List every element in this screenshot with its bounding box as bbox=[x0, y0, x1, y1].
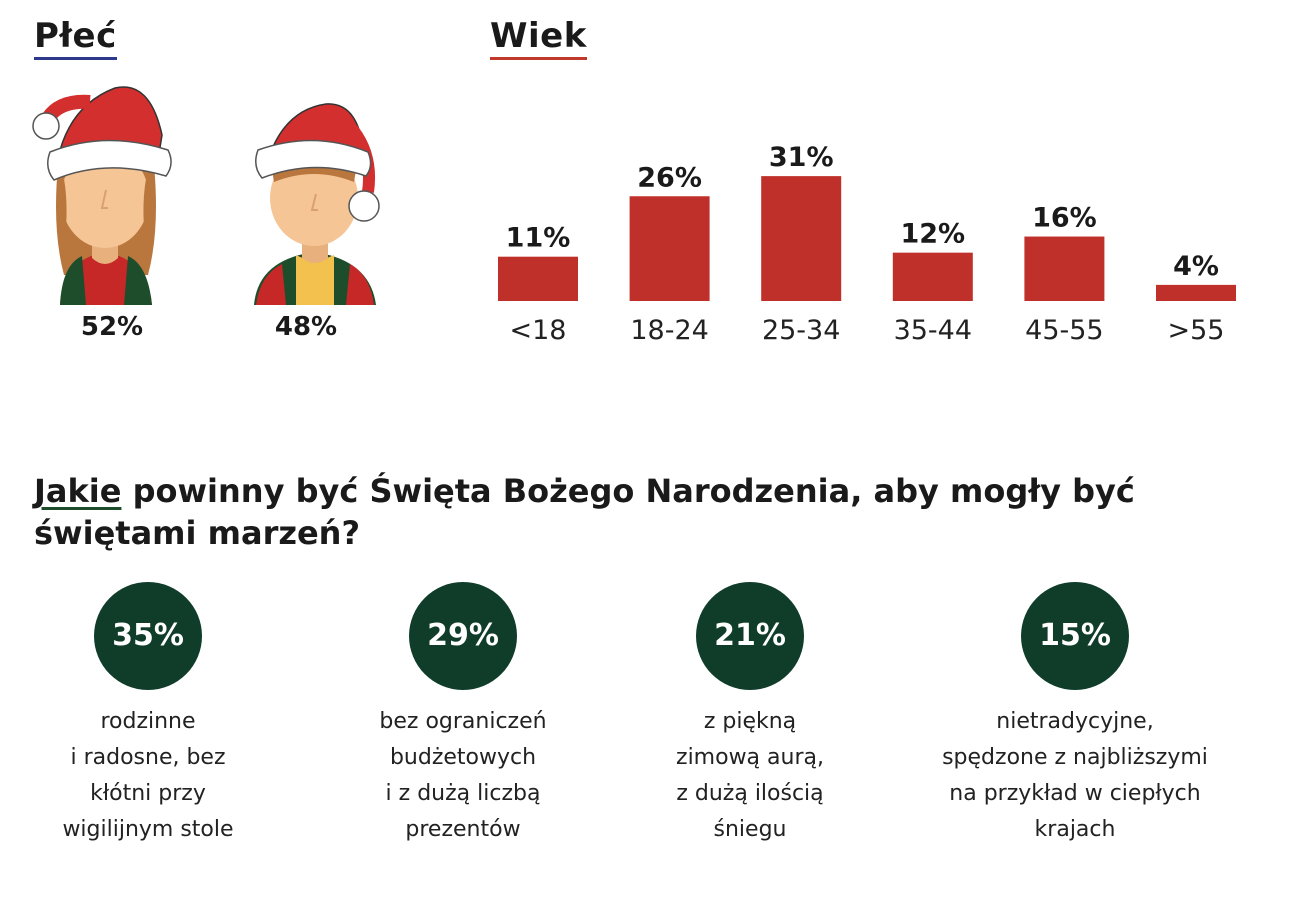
answer-description: z piękną zimową aurą, z dużą ilością śni… bbox=[676, 709, 824, 842]
answer-percentage-circle: 35% bbox=[94, 582, 202, 690]
age-title: Wiek bbox=[490, 16, 587, 60]
age-bar-value-label: 4% bbox=[1173, 251, 1219, 282]
age-category-label: 45-55 bbox=[1025, 315, 1103, 346]
age-title-text: Wiek bbox=[490, 16, 587, 56]
age-bar-value-label: 16% bbox=[1032, 203, 1097, 234]
age-bar bbox=[1024, 236, 1105, 301]
age-bar-value-label: 31% bbox=[769, 142, 834, 173]
age-bar-value-label: 11% bbox=[506, 223, 571, 254]
age-category-label: 35-44 bbox=[894, 315, 972, 346]
question-rest: powinny być Święta Bożego Narodzenia, ab… bbox=[34, 472, 1135, 552]
age-category-label: 25-34 bbox=[762, 315, 840, 346]
question-first-word: Jakie bbox=[34, 472, 122, 510]
age-category-label: >55 bbox=[1168, 315, 1225, 346]
question-heading: Jakie powinny być Święta Bożego Narodzen… bbox=[34, 470, 1254, 554]
answer-item: 15% nietradycyjne, spędzone z najbliższy… bbox=[915, 582, 1235, 848]
male-avatar-icon bbox=[254, 103, 380, 305]
answer-description: nietradycyjne, spędzone z najbliższymi n… bbox=[942, 709, 1208, 842]
answer-percentage-circle: 15% bbox=[1021, 582, 1129, 690]
answer-description: bez ograniczeń budżetowych i z dużą licz… bbox=[379, 709, 547, 842]
age-bar bbox=[629, 196, 710, 301]
gender-title-text: Płeć bbox=[34, 16, 117, 56]
female-percentage: 52% bbox=[80, 312, 144, 342]
age-bar-value-label: 26% bbox=[637, 162, 702, 193]
age-bar bbox=[761, 176, 842, 301]
gender-title-underline bbox=[34, 57, 117, 60]
answer-item: 35% rodzinne i radosne, bez kłótni przy … bbox=[0, 582, 308, 848]
male-percentage: 48% bbox=[274, 312, 338, 342]
age-bar bbox=[498, 256, 578, 301]
age-bar-chart: 11% <18 26% 18-24 31% 25-34 12% 35-44 16% 45-55 4%… bbox=[498, 142, 1236, 346]
age-bar bbox=[892, 252, 973, 301]
answer-item: 29% bez ograniczeń budżetowych i z dużą … bbox=[303, 582, 623, 848]
age-category-label: <18 bbox=[510, 315, 567, 346]
age-title-underline bbox=[490, 57, 587, 60]
answer-percentage-circle: 29% bbox=[409, 582, 517, 690]
age-bar-value-label: 12% bbox=[900, 219, 965, 250]
answer-percentage-circle: 21% bbox=[696, 582, 804, 690]
age-category-label: 18-24 bbox=[630, 315, 708, 346]
answer-description: rodzinne i radosne, bez kłótni przy wigi… bbox=[62, 709, 234, 842]
answer-item: 21% z piękną zimową aurą, z dużą ilością… bbox=[590, 582, 910, 848]
female-avatar-icon bbox=[32, 86, 172, 305]
gender-title: Płeć bbox=[34, 16, 117, 60]
age-bar bbox=[1156, 284, 1236, 301]
